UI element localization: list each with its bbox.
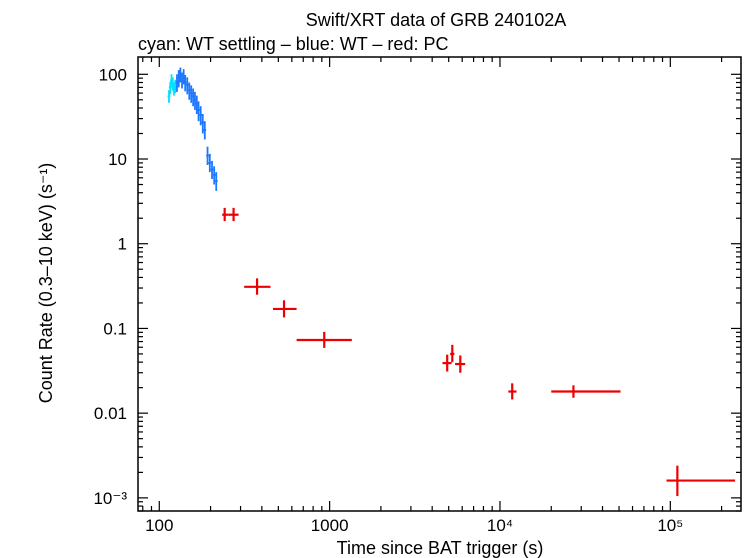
- data-point: [450, 344, 455, 363]
- data-point: [183, 75, 187, 92]
- data-point: [206, 146, 209, 165]
- data-point: [442, 354, 452, 372]
- data-point: [508, 383, 517, 400]
- data-point: [666, 465, 736, 497]
- data-point: [191, 88, 195, 107]
- y-tick-label: 0.01: [94, 404, 127, 423]
- data-point: [244, 278, 271, 295]
- data-point: [296, 331, 352, 348]
- data-series: [175, 67, 218, 191]
- data-point: [272, 300, 297, 318]
- y-tick-label: 10: [108, 150, 127, 169]
- data-point: [189, 85, 193, 103]
- data-point: [167, 90, 171, 103]
- data-point: [187, 82, 191, 100]
- data-point: [551, 385, 621, 398]
- data-point: [199, 106, 203, 126]
- plot-frame: [137, 56, 742, 512]
- data-point: [185, 77, 189, 95]
- x-tick-label: 10⁵: [657, 516, 683, 535]
- y-tick-label: 0.1: [103, 319, 127, 338]
- x-axis-label: Time since BAT trigger (s): [337, 538, 544, 558]
- data-point: [455, 355, 466, 373]
- data-point: [228, 207, 239, 222]
- data-point: [197, 101, 200, 122]
- data-point: [208, 153, 212, 173]
- chart-subtitle: cyan: WT settling – blue: WT – red: PC: [138, 34, 448, 54]
- data-layer: [167, 67, 736, 497]
- x-tick-label: 10⁴: [487, 516, 513, 535]
- data-point: [210, 160, 214, 180]
- x-tick-label: 100: [145, 516, 173, 535]
- y-tick-label: 10⁻³: [93, 489, 127, 508]
- ticks-layer: 100 1000 10⁴ 10⁵ 100 10 1 0.1 0.01 10⁻³: [93, 57, 741, 535]
- data-series: [222, 207, 736, 497]
- data-point: [214, 172, 218, 191]
- data-point: [203, 121, 207, 140]
- chart-title: Swift/XRT data of GRB 240102A: [306, 10, 566, 30]
- data-point: [212, 166, 216, 185]
- y-axis-label: Count Rate (0.3–10 keV) (s⁻¹): [36, 163, 56, 404]
- x-tick-label: 1000: [311, 516, 349, 535]
- data-point: [201, 113, 205, 134]
- data-point: [222, 207, 229, 222]
- y-tick-label: 100: [99, 65, 127, 84]
- y-tick-label: 1: [118, 235, 127, 254]
- data-series: [167, 74, 177, 103]
